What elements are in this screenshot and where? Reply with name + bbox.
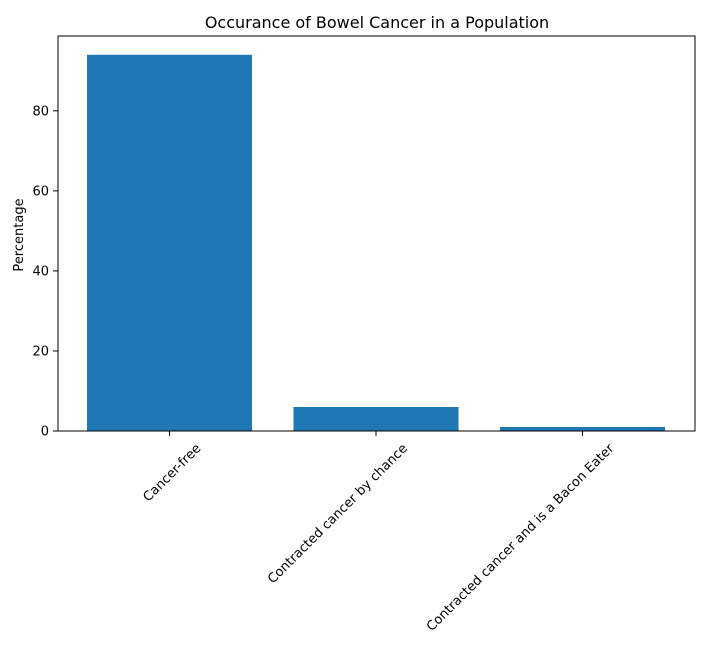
y-tick-label: 80 [32,104,49,119]
y-tick-label: 40 [32,264,49,279]
x-ticks-group: Cancer-free Contracted cancer by chance Co… [141,431,618,635]
plot-frame [57,35,696,432]
y-tick-label: 20 [32,344,49,359]
y-axis-label: Percentage [12,198,27,271]
y-ticks-group: 0 20 40 60 80 [32,104,58,440]
x-tick-label: Contracted cancer and is a Bacon Eater [424,441,618,635]
bars-group [87,54,665,432]
bar-2 [500,426,665,431]
x-tick-label: Cancer-free [141,441,205,505]
y-tick-label: 60 [32,184,49,199]
chart-title: Occurance of Bowel Cancer in a Populatio… [205,13,549,32]
bar-0 [87,54,252,432]
bar-1 [293,406,459,431]
x-tick-label: Contracted cancer by chance [265,441,411,587]
y-tick-label: 0 [41,425,49,440]
